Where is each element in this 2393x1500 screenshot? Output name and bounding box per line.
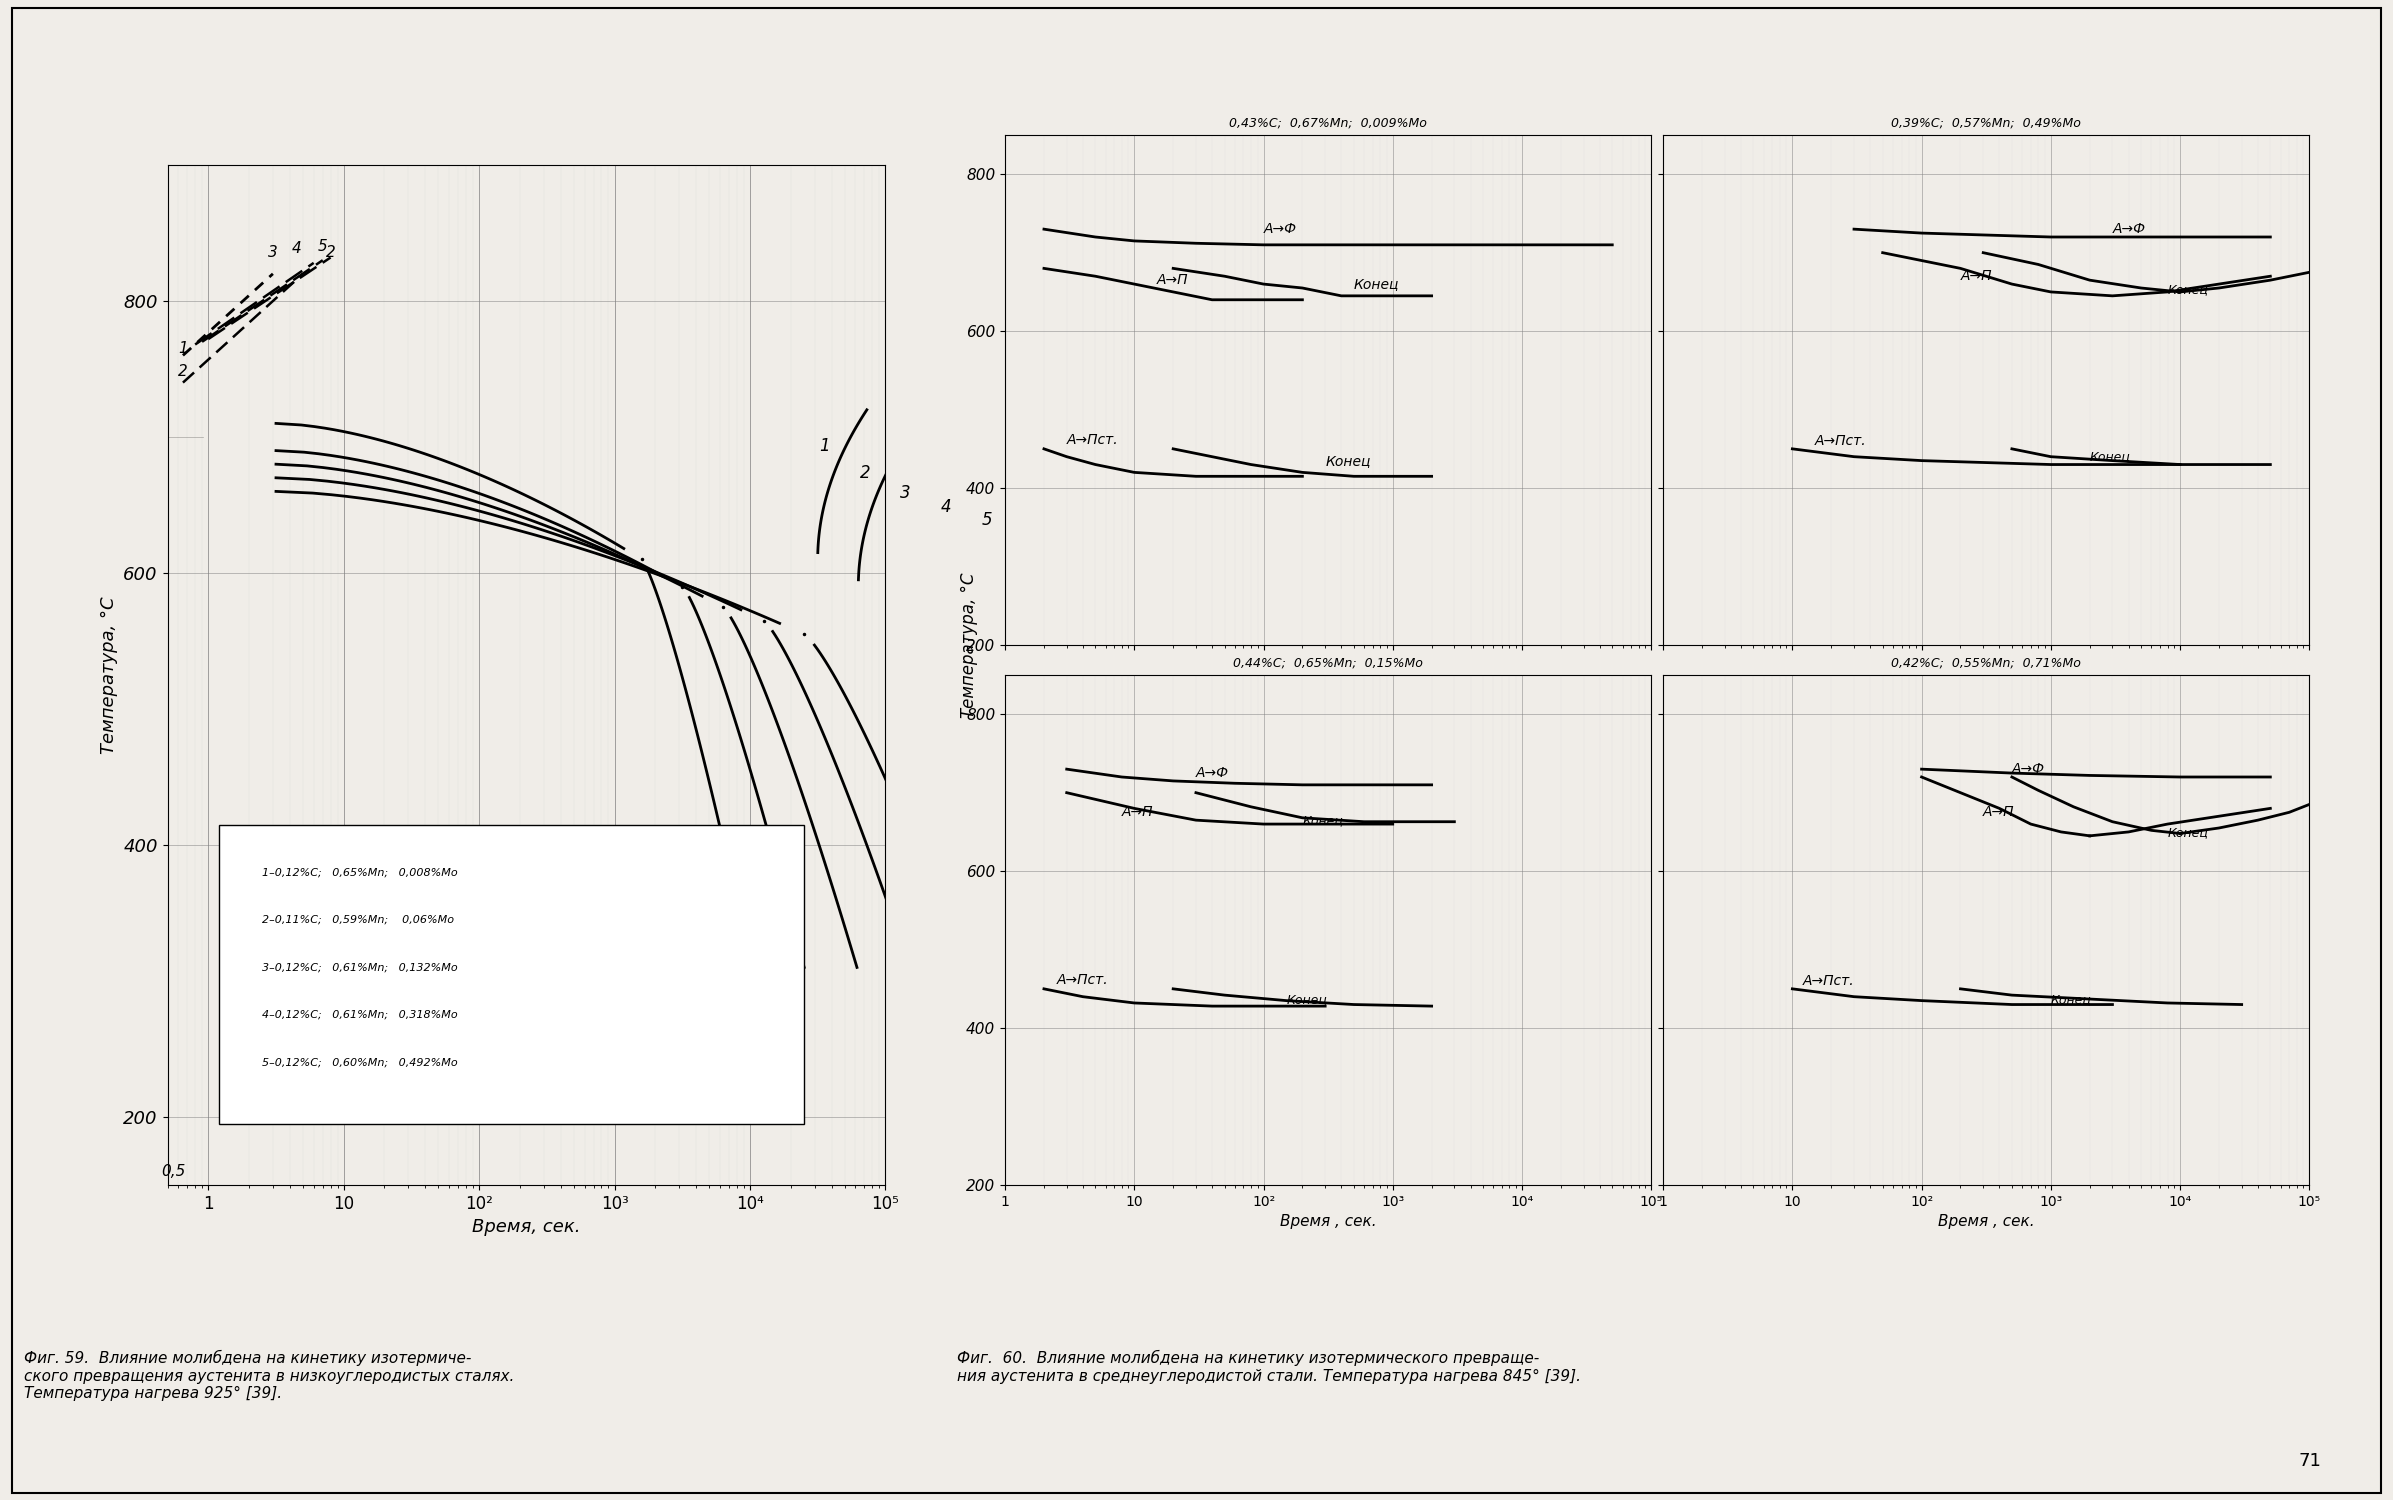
FancyBboxPatch shape bbox=[220, 825, 804, 1124]
Text: 1: 1 bbox=[818, 436, 830, 454]
Text: А→П: А→П bbox=[1158, 273, 1189, 286]
Text: 5: 5 bbox=[318, 238, 328, 254]
Text: Фиг. 59.  Влияние молибдена на кинетику изотермиче-
ского превращения аустенита : Фиг. 59. Влияние молибдена на кинетику и… bbox=[24, 1350, 514, 1401]
Text: 2: 2 bbox=[859, 464, 871, 482]
Text: 5: 5 bbox=[981, 512, 993, 530]
Text: Конец: Конец bbox=[1354, 278, 1400, 291]
Text: 2–0,11%С;   0,59%Mn;    0,06%Mo: 2–0,11%С; 0,59%Mn; 0,06%Mo bbox=[263, 915, 455, 926]
Text: 4: 4 bbox=[940, 498, 952, 516]
X-axis label: Время , сек.: Время , сек. bbox=[1280, 1215, 1376, 1230]
Text: А→П: А→П bbox=[1984, 806, 2015, 819]
X-axis label: Время , сек.: Время , сек. bbox=[1938, 1215, 2034, 1230]
Text: А→Пст.: А→Пст. bbox=[1055, 974, 1108, 987]
Text: А→П: А→П bbox=[1122, 806, 1153, 819]
Text: 0,39%С;  0,57%Мn;  0,49%Мо: 0,39%С; 0,57%Мn; 0,49%Мо bbox=[1890, 117, 2082, 130]
Text: Конец: Конец bbox=[2168, 827, 2209, 839]
Text: А→Пст.: А→Пст. bbox=[1067, 433, 1118, 447]
Text: Конец: Конец bbox=[1287, 993, 1328, 1006]
Text: Конец: Конец bbox=[2089, 450, 2130, 464]
Text: 0,43%С;  0,67%Мn;  0,009%Мо: 0,43%С; 0,67%Мn; 0,009%Мо bbox=[1230, 117, 1426, 130]
Text: Конец: Конец bbox=[2051, 993, 2091, 1006]
Text: 5–0,12%С;   0,60%Mn;   0,492%Mo: 5–0,12%С; 0,60%Mn; 0,492%Mo bbox=[263, 1058, 457, 1068]
Text: Конец: Конец bbox=[1326, 453, 1371, 468]
Y-axis label: Температура, °С: Температура, °С bbox=[101, 596, 117, 754]
Text: 0,5: 0,5 bbox=[160, 1164, 184, 1179]
Text: А→Ф: А→Ф bbox=[1264, 222, 1297, 236]
Text: Конец: Конец bbox=[2168, 284, 2209, 297]
Text: Конец: Конец bbox=[1302, 815, 1342, 827]
Text: 2: 2 bbox=[177, 364, 187, 380]
Text: А→Ф: А→Ф bbox=[2113, 222, 2147, 236]
Text: Фиг.  60.  Влияние молибдена на кинетику изотермического превраще-
ния аустенита: Фиг. 60. Влияние молибдена на кинетику и… bbox=[957, 1350, 1582, 1383]
Text: 4–0,12%С;   0,61%Mn;   0,318%Mo: 4–0,12%С; 0,61%Mn; 0,318%Mo bbox=[263, 1010, 457, 1020]
Text: А→Ф: А→Ф bbox=[2013, 762, 2046, 776]
Text: 1–0,12%С;   0,65%Mn;   0,008%Mo: 1–0,12%С; 0,65%Mn; 0,008%Mo bbox=[263, 867, 457, 877]
Text: А→Ф: А→Ф bbox=[1196, 766, 1230, 780]
X-axis label: Время, сек.: Время, сек. bbox=[471, 1218, 581, 1236]
Text: 3–0,12%С;   0,61%Mn;   0,132%Mo: 3–0,12%С; 0,61%Mn; 0,132%Mo bbox=[263, 963, 457, 972]
Text: 0,44%С;  0,65%Мn;  0,15%Мо: 0,44%С; 0,65%Мn; 0,15%Мо bbox=[1232, 657, 1424, 670]
Text: 71: 71 bbox=[2297, 1452, 2321, 1470]
Text: А→П: А→П bbox=[1960, 268, 1991, 284]
Text: 4: 4 bbox=[292, 242, 302, 256]
Text: 0,42%С;  0,55%Мn;  0,71%Мо: 0,42%С; 0,55%Мn; 0,71%Мо bbox=[1890, 657, 2082, 670]
Text: 1: 1 bbox=[177, 340, 187, 356]
Text: 3: 3 bbox=[900, 484, 912, 502]
Text: А→Пст.: А→Пст. bbox=[1802, 974, 1855, 988]
Text: А→Пст.: А→Пст. bbox=[1816, 433, 1867, 448]
Text: 3: 3 bbox=[268, 246, 278, 261]
Text: 2: 2 bbox=[325, 246, 335, 261]
Text: Температура, °С: Температура, °С bbox=[960, 572, 979, 717]
